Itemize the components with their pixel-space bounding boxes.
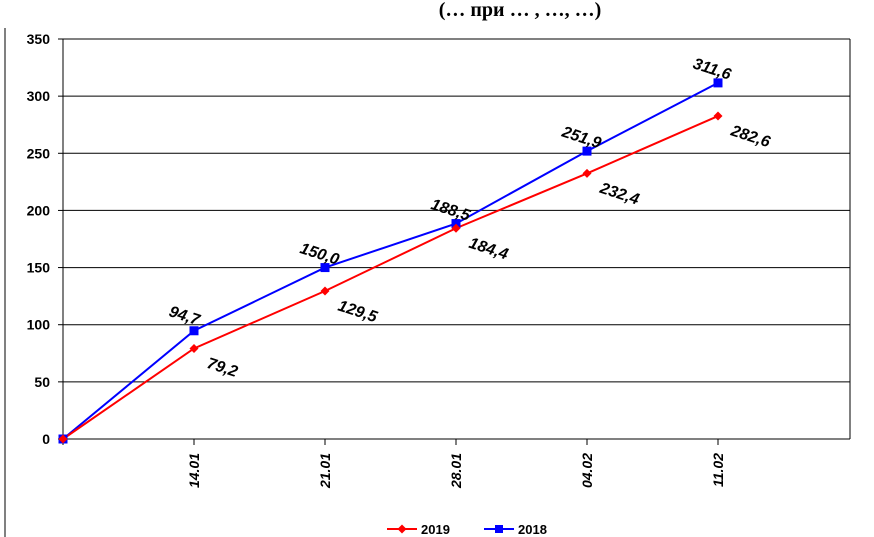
data-labels: 79,2 129,5 184,4 232,4 282,6 94,7 150,0 188,5 25… — [167, 56, 772, 381]
x-tick-label: 14.01 — [186, 453, 202, 488]
chart-title: (… при … , …, …) — [439, 0, 602, 21]
y-axis-ticks: 0 50 100 150 200 250 300 350 — [27, 31, 63, 447]
data-label-2019: 79,2 — [205, 355, 240, 381]
data-point-2018 — [713, 78, 723, 88]
x-axis-ticks: 14.01 21.01 28.01 04.02 11.02 — [62, 439, 726, 489]
series-line-2019 — [62, 115, 719, 440]
data-point-2019 — [451, 223, 461, 233]
data-label-2018: 251,9 — [559, 123, 603, 152]
y-tick-label: 0 — [42, 431, 50, 447]
data-point-2019 — [58, 434, 68, 444]
data-label-2018: 150,0 — [298, 240, 341, 269]
y-tick-label: 300 — [27, 88, 51, 104]
x-tick-label: 04.02 — [579, 453, 595, 488]
data-point-2019 — [713, 111, 723, 121]
y-tick-label: 200 — [27, 202, 51, 218]
y-tick-label: 350 — [27, 31, 51, 47]
data-label-2019: 282,6 — [728, 122, 772, 151]
series-line-2018 — [62, 81, 719, 440]
y-tick-label: 150 — [27, 260, 51, 276]
x-tick-label: 28.01 — [448, 453, 464, 489]
y-tick-label: 50 — [34, 374, 50, 390]
legend: 2019 2018 — [387, 522, 547, 537]
x-tick-label: 21.01 — [317, 453, 333, 489]
data-label-2018: 188,5 — [429, 196, 473, 225]
data-label-2019: 232,4 — [597, 180, 641, 209]
data-point-2019 — [189, 343, 199, 353]
legend-marker-2018 — [495, 525, 503, 533]
data-point-2018 — [582, 146, 592, 156]
axes — [62, 39, 851, 440]
data-point-2018 — [320, 263, 330, 273]
series-group — [58, 78, 723, 444]
y-tick-label: 100 — [27, 317, 51, 333]
legend-label-2019: 2019 — [421, 522, 450, 537]
legend-label-2018: 2018 — [518, 522, 547, 537]
y-tick-label: 250 — [27, 145, 51, 161]
x-tick-label: 11.02 — [710, 453, 726, 487]
data-point-2019 — [320, 286, 330, 296]
data-point-2018 — [451, 219, 461, 229]
data-point-2019 — [582, 168, 592, 178]
data-point-2018 — [189, 326, 199, 336]
data-label-2019: 129,5 — [336, 298, 380, 327]
data-label-2018: 94,7 — [167, 303, 203, 329]
data-label-2019: 184,4 — [467, 235, 510, 264]
data-label-2018: 311,6 — [691, 56, 733, 84]
legend-marker-2019 — [397, 524, 407, 534]
gridlines — [63, 38, 850, 383]
